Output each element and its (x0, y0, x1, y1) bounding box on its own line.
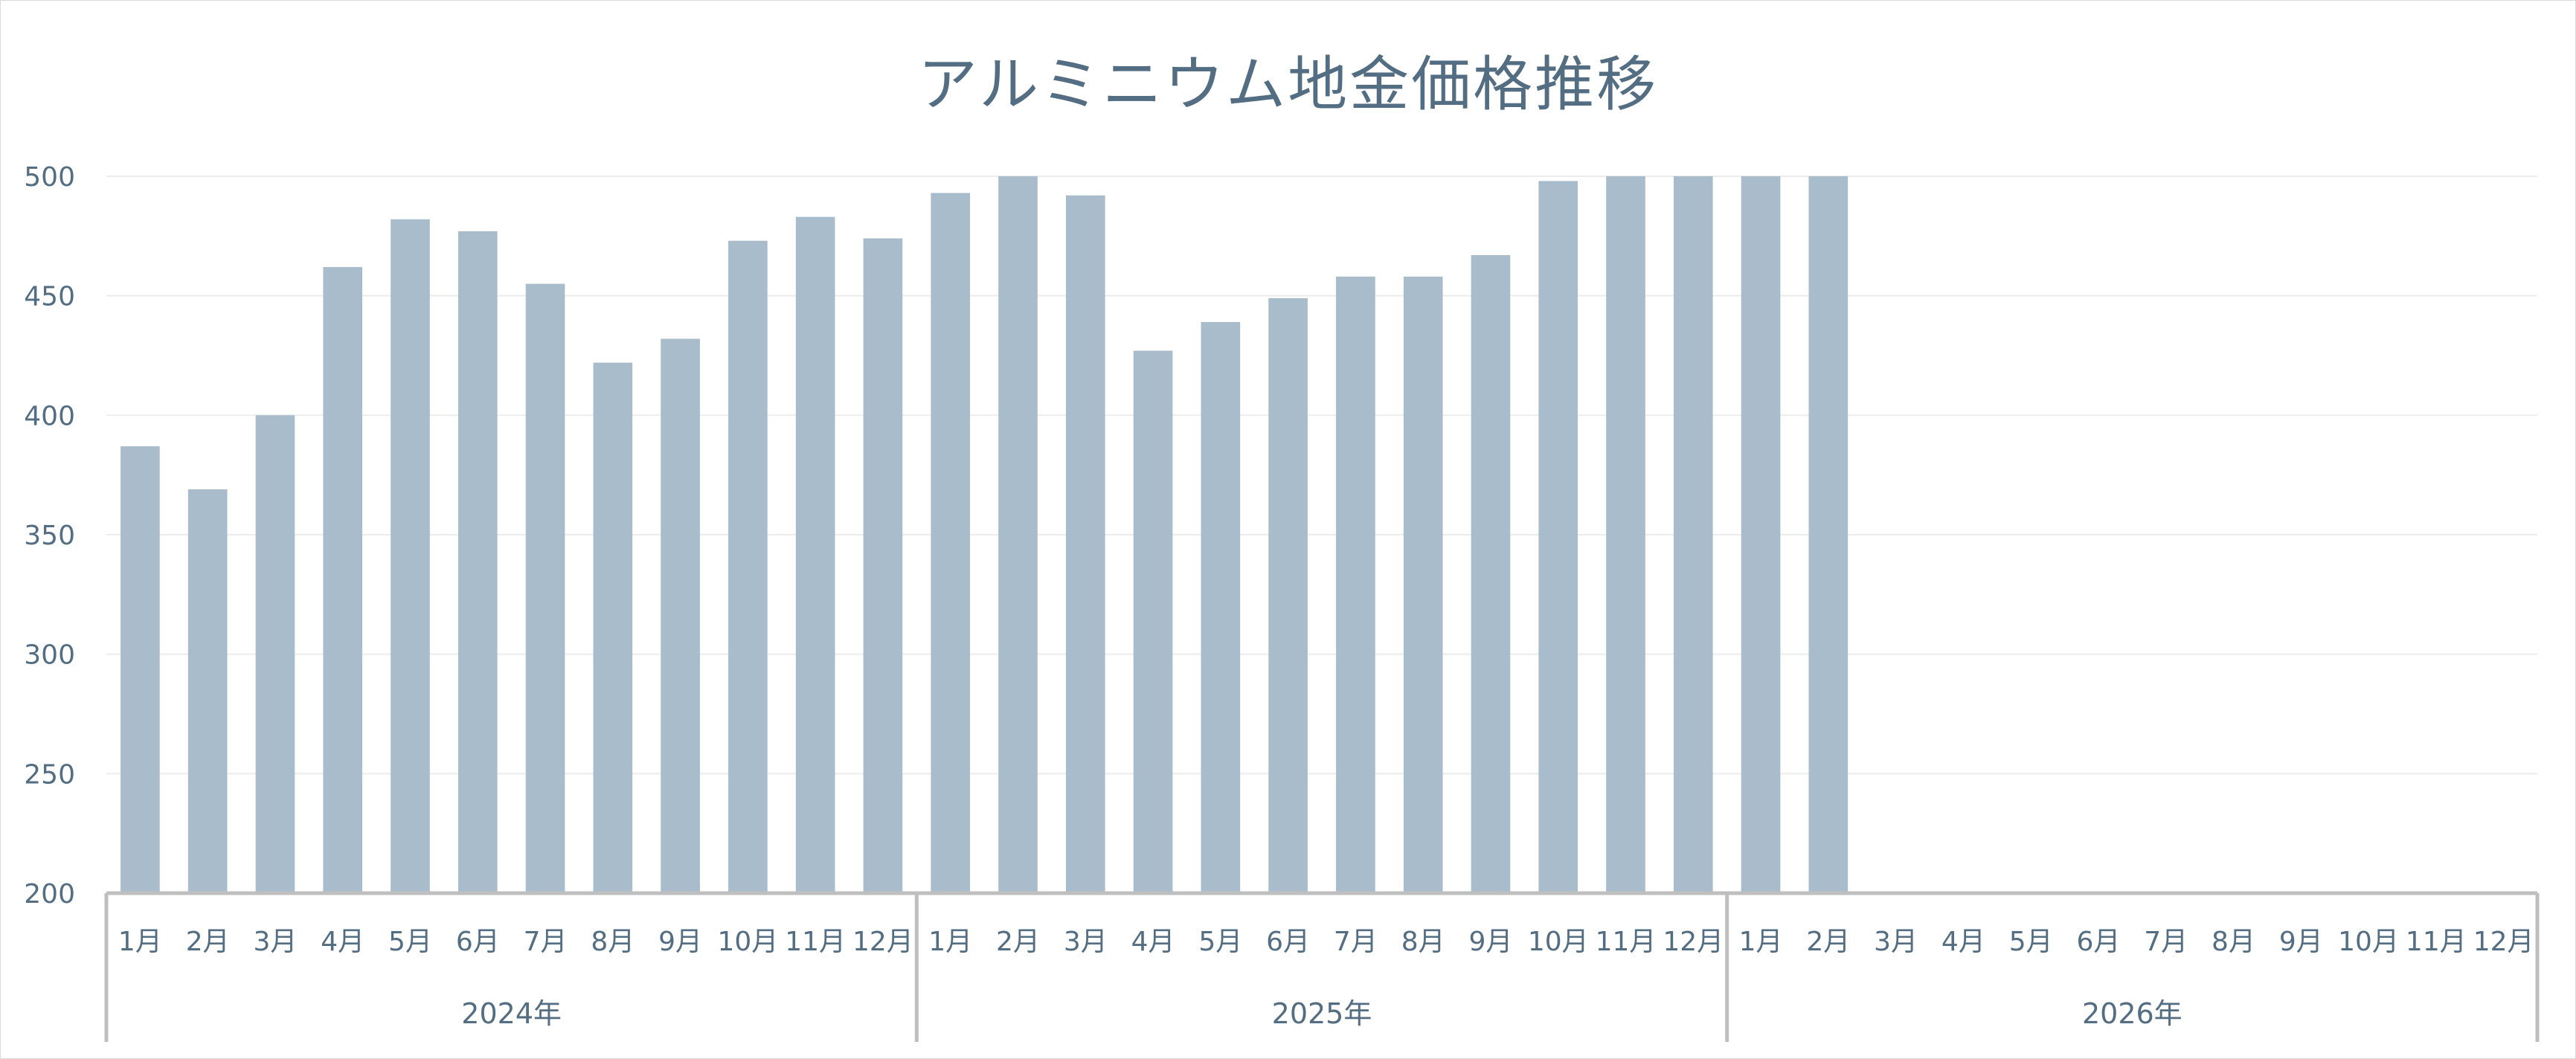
bar (998, 176, 1038, 893)
x-tick-label: 10月 (2338, 927, 2399, 957)
x-tick-label: 5月 (2009, 927, 2053, 957)
x-tick-label: 1月 (118, 927, 162, 957)
y-tick-label: 400 (24, 401, 75, 431)
x-tick-label: 12月 (2473, 927, 2534, 957)
bar (457, 231, 498, 893)
axis-labels: 500 450 400 350 300 250 200 1月 2月 3月 4月 5月 6月 7月 8月 9月 1… (24, 162, 2534, 1030)
bar (1336, 276, 1375, 894)
x-tick-label: 5月 (388, 927, 432, 957)
bar (121, 446, 160, 893)
bar (1606, 176, 1645, 893)
x-tick-label: 1月 (1739, 927, 1783, 957)
x-tick-label: 3月 (1874, 927, 1918, 957)
x-tick-label: 1月 (928, 927, 972, 957)
bar (323, 267, 363, 893)
x-axis (104, 891, 2540, 1042)
y-tick-label: 350 (24, 521, 75, 551)
x-tick-label: 5月 (1198, 927, 1242, 957)
bar (728, 240, 768, 893)
bar (931, 193, 971, 893)
bar (391, 219, 430, 894)
y-tick-label: 300 (24, 640, 75, 671)
y-tick-label: 250 (24, 759, 75, 790)
bar (1673, 176, 1713, 893)
bar (1808, 176, 1849, 893)
chart-title: アルミニウム地金価格推移 (917, 50, 1659, 119)
x-tick-label: 11月 (1596, 927, 1657, 957)
x-tick-label: 12月 (852, 927, 913, 957)
x-tick-label: 2月 (1806, 927, 1850, 957)
year-label: 2025年 (1272, 997, 1372, 1030)
year-label: 2026年 (2082, 997, 2182, 1030)
x-tick-label: 3月 (1064, 927, 1108, 957)
x-tick-label: 9月 (658, 927, 702, 957)
x-tick-label: 4月 (1941, 927, 1985, 957)
x-tick-label: 10月 (717, 927, 778, 957)
x-tick-label: 6月 (1266, 927, 1310, 957)
bar (661, 338, 700, 893)
bar (1268, 297, 1308, 893)
x-tick-label: 11月 (785, 927, 846, 957)
bar (1403, 276, 1443, 894)
x-tick-label: 3月 (253, 927, 297, 957)
x-tick-label: 4月 (1131, 927, 1175, 957)
x-tick-label: 7月 (1334, 927, 1378, 957)
bar (1065, 195, 1105, 893)
x-tick-label: 6月 (2076, 927, 2120, 957)
y-tick-label: 450 (24, 282, 75, 312)
bars (121, 176, 1849, 894)
x-tick-label: 7月 (2144, 927, 2188, 957)
year-label: 2024年 (461, 997, 562, 1030)
x-tick-label: 8月 (1401, 927, 1445, 957)
x-tick-label: 4月 (321, 927, 364, 957)
x-tick-label: 9月 (1468, 927, 1512, 957)
bar (1741, 176, 1781, 893)
bar (1538, 181, 1578, 894)
x-tick-label: 6月 (456, 927, 500, 957)
bar (525, 283, 565, 894)
bar (593, 362, 633, 893)
bar (1471, 255, 1511, 893)
bar (795, 216, 835, 893)
bar (1133, 350, 1173, 893)
x-tick-label: 10月 (1528, 927, 1589, 957)
x-tick-label: 11月 (2406, 927, 2467, 957)
x-tick-label: 12月 (1663, 927, 1724, 957)
bar (255, 415, 295, 893)
bar (1201, 322, 1241, 894)
y-tick-label: 500 (24, 162, 75, 193)
x-tick-label: 2月 (996, 927, 1040, 957)
bar (187, 489, 228, 893)
gridlines (106, 176, 2537, 775)
x-tick-label: 2月 (186, 927, 230, 957)
x-tick-label: 7月 (524, 927, 568, 957)
x-tick-label: 8月 (591, 927, 635, 957)
bar (863, 238, 903, 894)
x-tick-label: 8月 (2212, 927, 2255, 957)
y-tick-label: 200 (24, 879, 75, 910)
x-tick-label: 9月 (2279, 927, 2323, 957)
